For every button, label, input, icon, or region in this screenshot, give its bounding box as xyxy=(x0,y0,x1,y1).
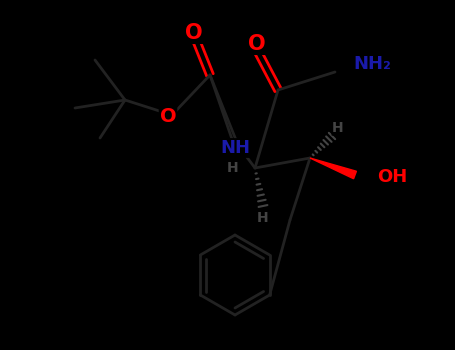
Text: NH: NH xyxy=(220,139,250,157)
Text: O: O xyxy=(160,107,177,126)
Text: NH₂: NH₂ xyxy=(353,55,391,73)
Polygon shape xyxy=(310,158,356,179)
Text: O: O xyxy=(248,34,266,54)
Text: H: H xyxy=(332,121,344,135)
Text: H: H xyxy=(257,211,269,225)
Text: OH: OH xyxy=(377,168,407,186)
Text: H: H xyxy=(227,161,239,175)
Text: O: O xyxy=(185,23,203,43)
